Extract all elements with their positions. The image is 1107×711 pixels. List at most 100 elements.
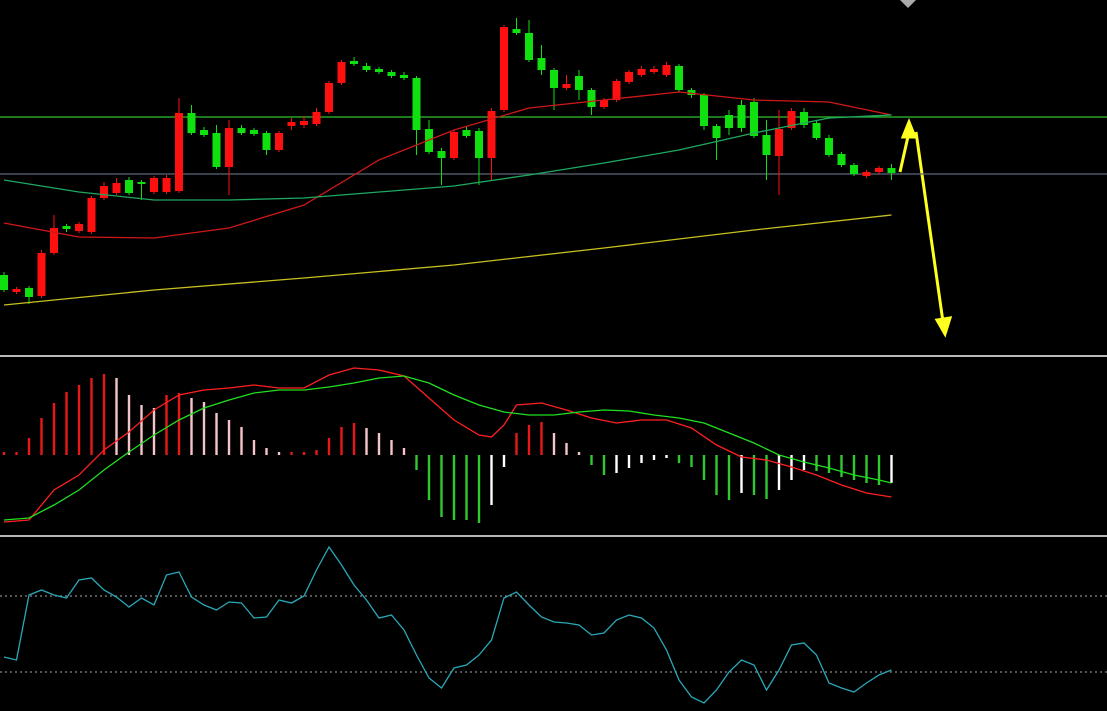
candle-body (812, 123, 821, 138)
candle-body (475, 131, 483, 158)
histogram-bar (327, 438, 331, 455)
histogram-bar (502, 455, 506, 467)
marker (900, 0, 916, 8)
candle-body (650, 69, 658, 72)
histogram-bar (190, 398, 193, 455)
histogram-bar (40, 418, 43, 455)
candle-body (162, 178, 171, 192)
histogram-bar (177, 393, 181, 455)
candle-body (462, 130, 471, 136)
histogram-bar (27, 438, 31, 455)
candle-body (275, 133, 283, 150)
histogram-bar (740, 455, 743, 493)
candle-body (800, 112, 808, 125)
candle-body (487, 111, 496, 158)
arrow-up (898, 131, 911, 173)
histogram-bar (577, 452, 581, 455)
candle-body (225, 128, 233, 167)
histogram-bar (240, 427, 243, 455)
histogram-bar (52, 403, 56, 455)
candle-body (637, 69, 646, 75)
indicator-line (3, 545, 892, 704)
candle-body (262, 133, 271, 150)
histogram-bar (765, 455, 768, 499)
arrow-down (914, 131, 945, 323)
indicator-line (3, 214, 892, 306)
histogram-bar (890, 455, 893, 483)
histogram-bar (402, 448, 406, 455)
candle-body (312, 112, 321, 124)
candle-body (300, 121, 308, 125)
candle-body (37, 253, 46, 296)
histogram-bar (565, 443, 568, 455)
histogram-bar (665, 455, 668, 458)
histogram-bar (615, 455, 618, 473)
histogram-bar (2, 452, 6, 455)
histogram-bar (165, 395, 168, 455)
candle-body (112, 183, 121, 193)
candle-body (287, 122, 296, 126)
histogram-bar (777, 455, 781, 490)
candle-body (100, 186, 108, 198)
histogram-bar (227, 420, 231, 455)
histogram-bar (115, 378, 118, 455)
candle-body (700, 95, 708, 126)
histogram-bar (377, 433, 381, 455)
indicator-line (3, 91, 892, 239)
indicator-line (3, 375, 892, 521)
candle-body (662, 65, 671, 75)
histogram-bar (390, 440, 393, 455)
histogram-bar (602, 455, 606, 475)
histogram-bar (715, 455, 718, 495)
candle-body (887, 168, 896, 173)
histogram-bar (527, 425, 531, 455)
histogram-bar (452, 455, 456, 520)
candle-body (12, 289, 21, 292)
candle-body (200, 130, 208, 135)
histogram-bar (865, 455, 868, 483)
candle-body (325, 83, 333, 112)
histogram-bar (690, 455, 693, 467)
candle-body (550, 70, 558, 88)
histogram-bar (727, 455, 731, 500)
candle-body (737, 105, 746, 128)
arrow-head (934, 316, 953, 338)
candle-body (687, 90, 696, 95)
candle-body (587, 90, 596, 107)
candle-body (525, 33, 533, 60)
candle-body (362, 66, 371, 70)
candle-body (562, 84, 571, 88)
candle-body (450, 132, 458, 158)
histogram-bar (252, 440, 256, 455)
indicator-line (3, 367, 892, 523)
candle-body (375, 69, 383, 72)
candle-body (125, 180, 133, 193)
histogram-bar (15, 452, 18, 455)
candle-body (387, 72, 396, 76)
histogram-bar (440, 455, 443, 517)
histogram-bar (315, 450, 318, 455)
indicator-line (3, 114, 892, 201)
candle-body (350, 61, 358, 64)
candle-body (712, 126, 721, 138)
candle-body (512, 29, 521, 33)
candle-body (250, 130, 258, 134)
histogram-bar (202, 402, 206, 455)
histogram-bar (215, 413, 218, 455)
candle-body (212, 133, 221, 167)
histogram-bar (352, 423, 356, 455)
histogram-bar (877, 455, 881, 485)
candle-body (875, 168, 883, 172)
histogram-bar (852, 455, 856, 480)
candle-body (237, 128, 246, 133)
histogram-bar (752, 455, 756, 495)
candle-body (600, 100, 608, 107)
candle-body (175, 113, 183, 191)
histogram-bar (465, 455, 468, 520)
candle-body (137, 182, 146, 184)
histogram-bar (590, 455, 593, 465)
candle-body (850, 165, 858, 174)
candle-body (750, 102, 758, 136)
histogram-bar (127, 395, 131, 455)
